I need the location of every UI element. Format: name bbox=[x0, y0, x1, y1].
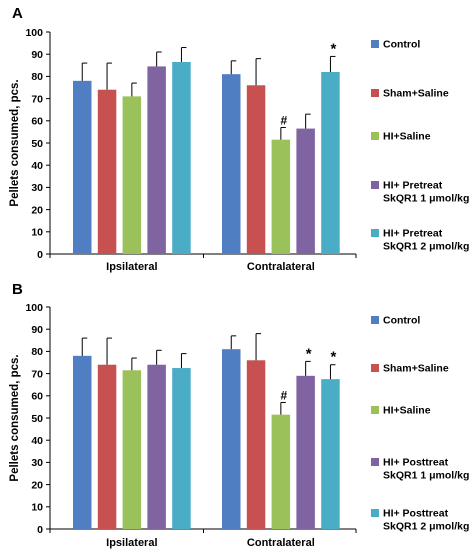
legend-swatch bbox=[371, 229, 379, 237]
panel-label: A bbox=[12, 5, 23, 22]
y-tick-label: 90 bbox=[31, 49, 43, 61]
bar bbox=[97, 364, 117, 529]
bar bbox=[222, 74, 241, 255]
bar bbox=[321, 379, 340, 529]
bar bbox=[296, 128, 315, 254]
significance-marker: # bbox=[281, 388, 288, 402]
legend-label: HI+ Pretreat SkQR1 2 μmol/kg bbox=[383, 228, 469, 253]
legend-label: Control bbox=[383, 39, 420, 51]
legend-label: HI+ Posttreat SkQR1 1 μmol/kg bbox=[383, 457, 469, 482]
y-tick-label: 30 bbox=[31, 182, 43, 194]
y-tick-label: 0 bbox=[37, 249, 43, 261]
legend-label: HI+ Posttreat SkQR1 2 μmol/kg bbox=[383, 508, 469, 533]
legend-swatch bbox=[371, 458, 379, 466]
bar bbox=[271, 139, 291, 254]
bar bbox=[73, 80, 92, 254]
x-category-label: Contralateral bbox=[247, 261, 315, 273]
legend-label: HI+Saline bbox=[383, 131, 431, 143]
y-tick-label: 100 bbox=[25, 302, 43, 314]
significance-marker: * bbox=[306, 345, 312, 362]
y-axis-title: Pellets consumed, pcs. bbox=[9, 354, 21, 481]
bar bbox=[271, 414, 291, 529]
legend-label: HI+Saline bbox=[383, 405, 431, 417]
y-tick-label: 10 bbox=[31, 227, 43, 239]
y-tick-label: 80 bbox=[31, 346, 43, 358]
y-tick-label: 80 bbox=[31, 71, 43, 83]
y-tick-label: 70 bbox=[31, 368, 43, 380]
significance-marker: * bbox=[331, 40, 337, 57]
panel-label: B bbox=[12, 281, 23, 298]
x-category-label: Ipsilateral bbox=[106, 537, 157, 549]
legend-label: Sham+Saline bbox=[383, 88, 449, 100]
bar bbox=[321, 71, 340, 255]
bar bbox=[296, 375, 315, 529]
legend-swatch bbox=[371, 364, 379, 372]
bar bbox=[172, 61, 191, 254]
legend-label: Sham+Saline bbox=[383, 363, 449, 375]
y-tick-label: 10 bbox=[31, 502, 43, 514]
legend-swatch bbox=[371, 132, 379, 140]
significance-marker: * bbox=[331, 349, 337, 366]
legend-swatch bbox=[371, 316, 379, 324]
bar bbox=[172, 368, 191, 529]
legend-label: HI+ Pretreat SkQR1 1 μmol/kg bbox=[383, 180, 469, 205]
y-tick-label: 20 bbox=[31, 204, 43, 216]
x-category-label: Contralateral bbox=[247, 537, 315, 549]
bar bbox=[147, 66, 166, 254]
legend-swatch bbox=[371, 509, 379, 517]
y-tick-label: 20 bbox=[31, 479, 43, 491]
y-tick-label: 100 bbox=[25, 27, 43, 39]
y-tick-label: 30 bbox=[31, 457, 43, 469]
legend-swatch bbox=[371, 89, 379, 97]
bar bbox=[122, 96, 142, 254]
y-tick-label: 90 bbox=[31, 324, 43, 336]
y-tick-label: 60 bbox=[31, 116, 43, 128]
y-tick-label: 60 bbox=[31, 391, 43, 403]
legend-swatch bbox=[371, 406, 379, 414]
significance-marker: # bbox=[281, 113, 288, 127]
y-tick-label: 50 bbox=[31, 413, 43, 425]
bar bbox=[222, 349, 241, 529]
bar bbox=[73, 355, 92, 529]
bar bbox=[147, 364, 166, 529]
legend-swatch bbox=[371, 40, 379, 48]
y-tick-label: 40 bbox=[31, 435, 43, 447]
y-tick-label: 40 bbox=[31, 160, 43, 172]
x-category-label: Ipsilateral bbox=[106, 261, 157, 273]
y-tick-label: 0 bbox=[37, 524, 43, 536]
bar bbox=[122, 370, 142, 529]
legend-label: Control bbox=[383, 315, 420, 327]
y-tick-label: 50 bbox=[31, 138, 43, 150]
legend-swatch bbox=[371, 181, 379, 189]
bar bbox=[246, 360, 266, 529]
y-axis-title: Pellets consumed, pcs. bbox=[9, 79, 21, 206]
y-tick-label: 70 bbox=[31, 93, 43, 105]
bar bbox=[246, 85, 266, 254]
bar bbox=[97, 89, 117, 254]
